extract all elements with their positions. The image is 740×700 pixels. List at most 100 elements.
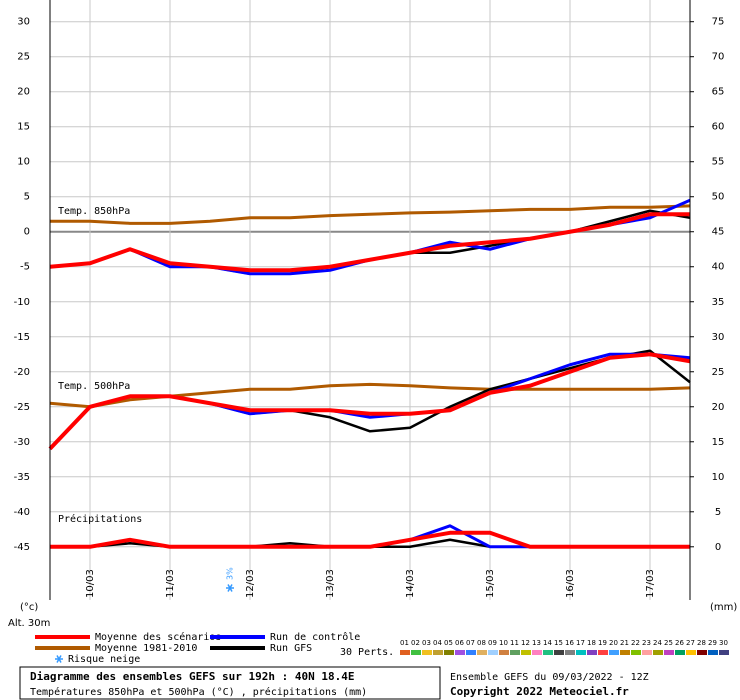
y-tick-label: 30	[17, 17, 30, 28]
legend-label: 01	[400, 639, 409, 647]
legend-swatch	[455, 650, 465, 655]
legend-swatch	[697, 650, 707, 655]
y-tick-label: 5	[24, 192, 30, 203]
legend-swatch	[488, 650, 498, 655]
legend-label: Moyenne 1981-2010	[95, 643, 197, 654]
y-tick-label: 15	[17, 122, 30, 133]
y-tick-label: 0	[24, 227, 30, 238]
x-tick-label: 17/03	[645, 569, 656, 598]
altitude: Alt. 30m	[8, 618, 50, 629]
y2-tick-label: 0	[715, 542, 721, 553]
legend-swatch	[422, 650, 432, 655]
legend-label: 10	[499, 639, 508, 647]
y2-tick-label: 65	[712, 87, 725, 98]
legend-swatch	[400, 650, 410, 655]
legend-label: 23	[642, 639, 651, 647]
legend-swatch	[499, 650, 509, 655]
y2-tick-label: 15	[712, 437, 725, 448]
x-tick-label: 14/03	[405, 569, 416, 598]
y-tick-label: -10	[14, 297, 30, 308]
legend-label: 13	[532, 639, 541, 647]
subtitle: Températures 850hPa et 500hPa (°C) , pré…	[30, 686, 367, 698]
y-tick-label: -30	[14, 437, 30, 448]
legend-swatch	[510, 650, 520, 655]
legend-label: 26	[675, 639, 684, 647]
y2-tick-label: 75	[712, 17, 725, 28]
legend-label: 03	[422, 639, 431, 647]
y-tick-label: -20	[14, 367, 30, 378]
legend-label: 20	[609, 639, 618, 647]
run-info: Ensemble GEFS du 09/03/2022 - 12Z	[450, 672, 649, 683]
y2-tick-label: 40	[712, 262, 725, 273]
y-unit: (°c)	[20, 602, 38, 613]
series-line	[49, 212, 690, 273]
legend-label: 07	[466, 639, 475, 647]
legend-swatch	[675, 650, 685, 655]
legend-label: 02	[411, 639, 420, 647]
y-tick-label: -45	[14, 542, 30, 553]
legend-label: 11	[510, 639, 519, 647]
legend-swatch	[620, 650, 630, 655]
legend-label: 19	[598, 639, 607, 647]
y2-tick-label: 30	[712, 332, 725, 343]
legend-label: Run GFS	[270, 643, 312, 654]
y2-tick-label: 5	[715, 507, 721, 518]
legend-label: 21	[620, 639, 629, 647]
legend-label: 06	[455, 639, 464, 647]
legend-swatch	[708, 650, 718, 655]
y2-tick-label: 45	[712, 227, 725, 238]
legend-swatch	[686, 650, 696, 655]
legend-swatch	[631, 650, 641, 655]
legend-swatch	[466, 650, 476, 655]
y2-tick-label: 70	[712, 52, 725, 63]
legend-swatch	[411, 650, 421, 655]
snow-risk-label: 3%	[226, 567, 235, 580]
annotation: Précipitations	[58, 513, 142, 525]
legend-swatch	[653, 650, 663, 655]
legend-swatch	[565, 650, 575, 655]
legend-label: 12	[521, 639, 530, 647]
legend-swatch	[664, 650, 674, 655]
x-tick-label: 10/03	[85, 569, 96, 598]
y2-tick-label: 50	[712, 192, 725, 203]
y-tick-label: -35	[14, 472, 30, 483]
legend-swatch	[521, 650, 531, 655]
legend-swatch	[477, 650, 487, 655]
series-lines	[48, 198, 691, 549]
legend-label: 15	[554, 639, 563, 647]
legend-swatch	[598, 650, 608, 655]
copyright: Copyright 2022 Meteociel.fr	[450, 685, 629, 698]
y2-tick-label: 10	[712, 472, 725, 483]
y2-tick-label: 25	[712, 367, 725, 378]
y2-tick-label: 35	[712, 297, 725, 308]
y-tick-label: -5	[20, 262, 30, 273]
x-tick-label: 16/03	[565, 569, 576, 598]
series-line	[50, 204, 691, 225]
y-tick-label: -15	[14, 332, 30, 343]
y-tick-label: 20	[17, 87, 30, 98]
legend-label: 30 Perts.	[340, 647, 394, 658]
legend-label: 17	[576, 639, 585, 647]
legend-swatch	[576, 650, 586, 655]
snowflake-icon	[56, 655, 62, 663]
legend-label: 08	[477, 639, 486, 647]
legend-swatch	[444, 650, 454, 655]
y2-tick-label: 60	[712, 122, 725, 133]
annotation: Temp. 500hPa	[58, 381, 130, 392]
legend-label: Run de contrôle	[270, 631, 360, 643]
legend-label: 27	[686, 639, 695, 647]
y2-unit: (mm)	[710, 602, 737, 613]
series-line	[48, 352, 691, 451]
x-tick-label: 11/03	[165, 569, 176, 598]
legend-swatch	[554, 650, 564, 655]
legend-label: 04	[433, 639, 442, 647]
legend-label: 28	[697, 639, 706, 647]
legend-swatch	[642, 650, 652, 655]
legend-label: Risque neige	[68, 654, 140, 665]
legend-label: Moyenne des scénarios	[95, 631, 221, 643]
legend-label: 05	[444, 639, 453, 647]
legend-swatch	[719, 650, 729, 655]
